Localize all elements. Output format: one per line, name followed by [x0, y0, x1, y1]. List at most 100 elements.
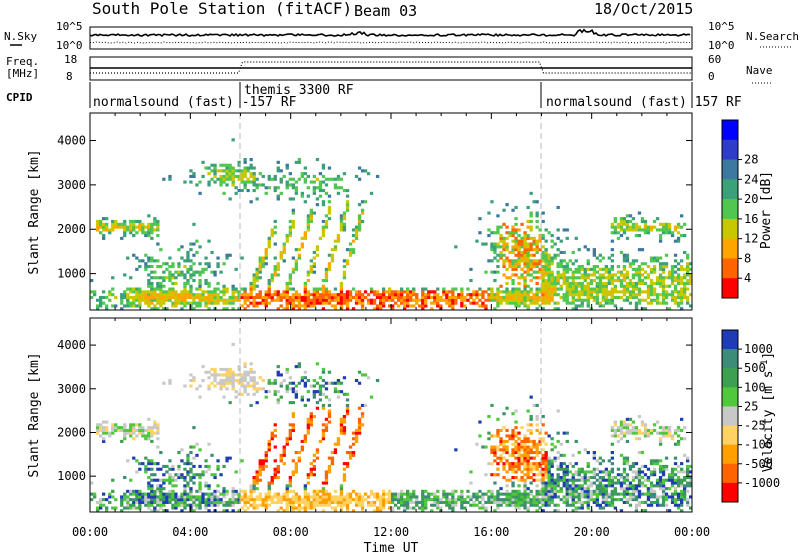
heatmap-cell: [514, 298, 518, 302]
heatmap-cell: [255, 381, 259, 385]
heatmap-cell: [120, 293, 124, 297]
heatmap-cell: [333, 381, 338, 385]
heatmap-cell: [285, 180, 289, 184]
heatmap-cell: [526, 273, 530, 277]
heatmap-cell: [526, 245, 530, 249]
heatmap-cell: [177, 298, 181, 302]
heatmap-cell: [264, 390, 268, 394]
heatmap-cell: [583, 481, 587, 485]
heatmap-cell: [421, 489, 425, 493]
heatmap-cell: [258, 470, 262, 474]
heatmap-cell: [267, 239, 271, 243]
heatmap-cell: [634, 506, 639, 510]
heatmap-cell: [526, 242, 530, 246]
heatmap-cell: [126, 293, 130, 297]
heatmap-cell: [454, 489, 458, 493]
heatmap-cell: [243, 379, 247, 383]
heatmap-cell: [502, 476, 506, 480]
heatmap-cell: [517, 248, 521, 252]
heatmap-cell: [625, 273, 630, 277]
heatmap-cell: [324, 470, 329, 474]
heatmap-cell: [369, 500, 374, 504]
heatmap-cell: [297, 160, 302, 164]
heatmap-cell: [198, 304, 202, 308]
heatmap-cell: [237, 500, 241, 504]
heatmap-cell: [120, 439, 124, 443]
heatmap-cell: [207, 172, 211, 176]
heatmap-cell: [511, 464, 515, 468]
x-tick-label: 00:00: [674, 525, 710, 539]
heatmap-cell: [680, 267, 684, 271]
heatmap-cell: [616, 481, 621, 485]
heatmap-cell: [616, 270, 621, 274]
heatmap-cell: [216, 498, 220, 502]
heatmap-cell: [273, 390, 277, 394]
heatmap-cell: [436, 287, 440, 291]
heatmap-cell: [90, 492, 94, 496]
heatmap-cell: [634, 287, 639, 291]
heatmap-cell: [496, 495, 500, 499]
heatmap-cell: [604, 293, 609, 297]
heatmap-cell: [652, 281, 657, 286]
heatmap-cell: [604, 500, 609, 504]
search-noise-line: [89, 41, 691, 44]
heatmap-cell: [297, 456, 302, 460]
heatmap-cell: [610, 225, 615, 229]
heatmap-cell: [499, 503, 503, 507]
heatmap-cell: [174, 270, 178, 274]
heatmap-cell: [478, 293, 482, 297]
heatmap-cell: [228, 503, 232, 507]
heatmap-cell: [538, 248, 542, 252]
heatmap-cell: [520, 273, 524, 277]
heatmap-cell: [676, 495, 681, 499]
heatmap-cell: [680, 287, 684, 291]
heatmap-cell: [297, 503, 302, 507]
heatmap-cell: [219, 290, 223, 294]
heatmap-cell: [481, 290, 485, 294]
heatmap-cell: [147, 228, 151, 232]
heatmap-cell: [243, 298, 247, 302]
colorbar-swatch: [722, 425, 738, 446]
heatmap-cell: [129, 428, 133, 432]
heatmap-cell: [273, 189, 277, 193]
heatmap-cell: [613, 304, 618, 308]
heatmap-cell: [499, 245, 503, 249]
heatmap-cell: [150, 290, 154, 294]
heatmap-cell: [526, 307, 530, 311]
heatmap-cell: [571, 307, 575, 311]
heatmap-cell: [535, 509, 539, 513]
heatmap-cell: [625, 290, 630, 294]
heatmap-cell: [258, 183, 262, 187]
heatmap-cell: [153, 426, 157, 430]
heatmap-cell: [382, 293, 386, 297]
heatmap-cell: [321, 301, 326, 305]
heatmap-cell: [105, 420, 109, 424]
heatmap-cell: [150, 487, 154, 491]
heatmap-cell: [505, 248, 509, 252]
beam-title: Beam 03: [354, 2, 417, 20]
heatmap-cell: [529, 248, 533, 252]
heatmap-cell: [532, 464, 536, 468]
heatmap-cell: [192, 273, 196, 277]
heatmap-cell: [547, 273, 551, 277]
heatmap-cell: [439, 298, 443, 302]
heatmap-cell: [631, 222, 636, 226]
heatmap-cell: [529, 451, 533, 455]
heatmap-cell: [357, 428, 362, 432]
heatmap-cell: [213, 273, 217, 277]
heatmap-cell: [189, 259, 193, 263]
heatmap-cell: [646, 228, 651, 232]
heatmap-cell: [147, 295, 151, 300]
heatmap-cell: [487, 500, 491, 504]
heatmap-cell: [436, 500, 440, 504]
heatmap-cell: [141, 295, 145, 300]
heatmap-cell: [198, 495, 202, 499]
heatmap-cell: [511, 476, 515, 480]
heatmap-cell: [330, 177, 335, 181]
velocity-heatmap: [90, 342, 693, 513]
heatmap-cell: [664, 293, 669, 297]
heatmap-cell: [565, 287, 569, 291]
heatmap-cell: [391, 509, 395, 513]
heatmap-cell: [228, 295, 232, 300]
heatmap-cell: [183, 498, 187, 502]
